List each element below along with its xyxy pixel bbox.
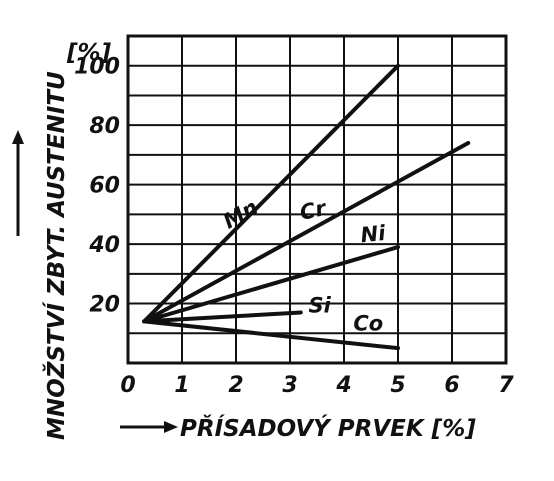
series-label-mn: Mn	[219, 195, 262, 234]
y-axis-label: MNOŽSTVÍ ZBYT. AUSTENITU	[42, 71, 70, 440]
x-tick-label: 6	[444, 373, 459, 398]
series-line-si	[142, 310, 303, 324]
x-axis-arrowhead	[164, 421, 178, 433]
tick-labels: 0 1 2 3 4 5 6 7 20 40 60 80 100	[74, 55, 514, 398]
y-tick-label: 100	[74, 55, 120, 80]
x-tick-label: 3	[282, 373, 297, 398]
x-tick-label: 5	[390, 373, 405, 398]
series-line-co	[142, 319, 400, 351]
x-tick-label: 2	[228, 373, 243, 398]
x-tick-label: 0	[120, 373, 135, 398]
x-tick-label: 1	[174, 373, 189, 398]
plot-frame	[126, 34, 508, 365]
x-tick-label: 4	[335, 373, 351, 398]
y-axis-unit: [%]	[66, 40, 112, 66]
series-line-ni	[142, 245, 400, 324]
y-tick-label: 20	[89, 293, 120, 318]
x-axis-label: PŘÍSADOVÝ PRVEK [%]	[180, 414, 476, 442]
y-axis-arrowhead	[12, 130, 24, 144]
series-label-ni: Ni	[359, 221, 387, 248]
series-line-cr	[142, 141, 471, 324]
series-label-si: Si	[309, 293, 332, 317]
y-tick-label: 40	[88, 233, 120, 258]
y-tick-label: 80	[89, 114, 120, 139]
y-tick-label: 60	[89, 174, 120, 199]
series-label-co: Co	[353, 311, 383, 335]
x-tick-label: 7	[498, 373, 514, 398]
series-lines	[142, 63, 471, 351]
series-line-mn	[142, 63, 400, 324]
